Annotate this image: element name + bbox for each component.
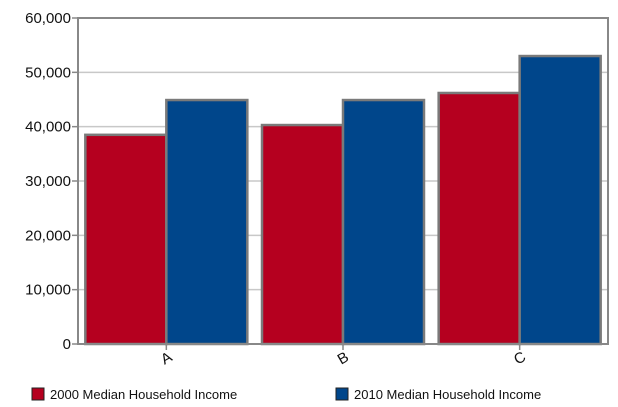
- bar: [518, 54, 602, 346]
- legend-label: 2010 Median Household Income: [354, 387, 541, 402]
- x-tick-label: C: [511, 348, 529, 368]
- bars: [84, 54, 602, 346]
- legend-swatch: [335, 387, 349, 401]
- bar: [260, 123, 345, 346]
- y-tick-label: 0: [63, 336, 71, 353]
- bar: [437, 91, 521, 346]
- bar: [84, 133, 168, 346]
- legend: 2000 Median Household Income 2010 Median …: [31, 387, 541, 402]
- y-tick-label: 30,000: [25, 173, 71, 190]
- legend-label: 2000 Median Household Income: [50, 387, 237, 402]
- x-axis: A B C: [158, 344, 529, 369]
- y-tick-label: 60,000: [25, 10, 71, 27]
- y-tick-label: 20,000: [25, 227, 71, 244]
- bar: [341, 98, 426, 346]
- y-tick-label: 10,000: [25, 282, 71, 299]
- legend-swatch: [31, 387, 45, 401]
- y-tick-label: 40,000: [25, 119, 71, 136]
- bar: [165, 98, 249, 346]
- x-tick-label: A: [158, 349, 175, 369]
- y-axis: 0 10,000 20,000 30,000 40,000 50,000 60,000: [25, 10, 78, 353]
- x-tick-label: B: [335, 349, 352, 369]
- y-tick-label: 50,000: [25, 64, 71, 81]
